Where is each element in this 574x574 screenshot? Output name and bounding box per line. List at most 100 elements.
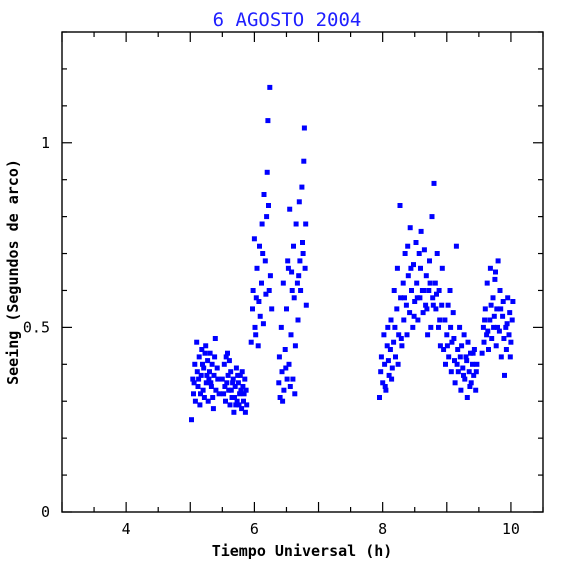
data-point — [280, 398, 286, 404]
data-point — [393, 354, 398, 360]
data-point — [252, 324, 258, 330]
data-point — [259, 280, 264, 286]
data-point — [449, 339, 455, 345]
data-point — [282, 347, 288, 352]
data-point — [382, 384, 388, 389]
data-point — [450, 310, 456, 316]
data-point — [205, 358, 211, 364]
data-point — [232, 395, 237, 400]
data-point — [497, 288, 503, 293]
data-point — [225, 372, 231, 378]
data-point — [489, 336, 495, 341]
data-point — [204, 372, 210, 378]
data-point — [427, 258, 432, 264]
data-point — [191, 380, 197, 386]
data-point — [420, 310, 426, 316]
data-point — [265, 118, 271, 124]
data-point — [279, 369, 285, 375]
data-point — [233, 402, 239, 408]
data-point — [199, 347, 205, 352]
x-tick-label: 4 — [122, 520, 131, 538]
data-point — [433, 306, 439, 312]
data-point — [257, 243, 262, 249]
data-point — [221, 391, 227, 397]
data-point — [225, 350, 230, 356]
data-point — [410, 324, 416, 330]
y-axis-label: Seeing (Segundos de arco) — [4, 159, 22, 385]
data-point — [474, 361, 480, 367]
data-point — [223, 398, 228, 404]
data-point — [507, 310, 513, 316]
data-point — [226, 358, 232, 364]
data-point — [487, 265, 493, 271]
data-point — [302, 265, 308, 271]
data-point — [263, 291, 269, 297]
data-point — [386, 372, 392, 378]
data-point — [494, 306, 500, 312]
data-point — [254, 265, 260, 271]
data-point — [504, 321, 510, 327]
data-point — [237, 391, 243, 397]
data-point — [407, 225, 413, 231]
data-point — [253, 295, 259, 301]
y-tick-label: 0 — [41, 503, 50, 521]
data-point — [493, 343, 499, 349]
data-point — [481, 339, 487, 345]
data-point — [196, 354, 202, 360]
x-axis-label: Tiempo Universal (h) — [212, 542, 393, 560]
data-point — [387, 347, 393, 352]
data-point — [234, 398, 240, 404]
y-tick-label: 0.5 — [23, 318, 50, 336]
data-point — [430, 302, 436, 308]
data-point — [388, 317, 394, 323]
x-tick-label: 8 — [378, 520, 387, 538]
data-point — [389, 376, 395, 382]
data-point — [457, 354, 463, 360]
data-point — [392, 324, 398, 330]
data-point — [203, 343, 209, 349]
data-point — [235, 380, 241, 386]
data-point — [411, 313, 417, 319]
data-point — [212, 354, 218, 360]
data-point — [264, 169, 270, 175]
data-point — [429, 214, 435, 220]
data-point — [464, 395, 470, 400]
data-point — [482, 306, 488, 312]
data-point — [465, 339, 471, 345]
data-point — [425, 332, 431, 338]
data-point — [436, 324, 441, 330]
data-point — [462, 376, 468, 382]
data-point — [240, 384, 246, 389]
data-point — [207, 350, 213, 356]
x-tick-labels: 4 6 8 10 — [122, 520, 520, 538]
data-points — [189, 84, 516, 423]
data-point — [228, 387, 234, 393]
data-point — [459, 343, 465, 349]
data-point — [427, 280, 433, 286]
data-point — [434, 251, 440, 256]
data-point — [211, 372, 217, 378]
data-point — [455, 369, 461, 375]
data-point — [417, 295, 423, 301]
data-point — [430, 295, 436, 301]
data-point — [452, 358, 457, 364]
data-point — [260, 321, 266, 327]
data-point — [401, 317, 407, 323]
data-point — [289, 269, 295, 275]
data-point — [436, 288, 442, 293]
data-point — [500, 299, 506, 304]
data-point — [490, 295, 496, 301]
data-point — [213, 387, 219, 393]
data-point — [223, 354, 229, 360]
data-point — [391, 339, 397, 345]
data-point — [505, 295, 511, 301]
data-point — [256, 299, 262, 304]
data-point — [294, 280, 300, 286]
data-point — [281, 387, 287, 393]
data-point — [491, 313, 497, 319]
data-point — [194, 339, 200, 345]
data-point — [382, 361, 388, 367]
data-point — [222, 384, 228, 389]
data-point — [385, 324, 391, 330]
